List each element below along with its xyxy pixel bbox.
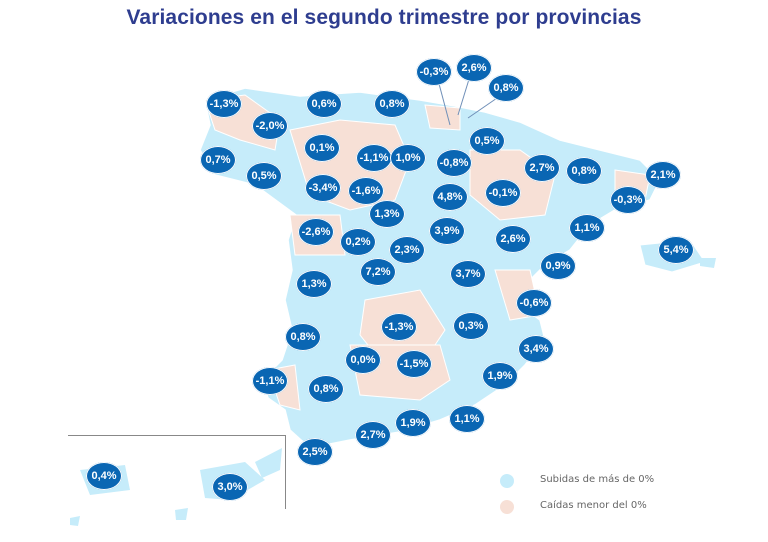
callout-line-3 xyxy=(467,95,501,119)
province-variation-badge: 1,1% xyxy=(569,214,605,242)
province-variation-badge: 0,4% xyxy=(86,462,122,490)
province-variation-badge: 2,3% xyxy=(389,236,425,264)
province-variation-badge: 2,6% xyxy=(456,54,492,82)
province-variation-badge: -0,1% xyxy=(485,179,521,207)
legend-swatch-fall xyxy=(500,500,514,514)
province-variation-badge: 0,3% xyxy=(453,312,489,340)
province-variation-badge: 3,4% xyxy=(518,335,554,363)
province-variation-badge: 7,2% xyxy=(360,258,396,286)
province-variation-badge: 1,1% xyxy=(449,405,485,433)
province-variation-badge: 0,8% xyxy=(285,323,321,351)
legend-label-fall: Caídas menor del 0% xyxy=(540,500,647,511)
province-variation-badge: 0,6% xyxy=(306,90,342,118)
province-variation-badge: 5,4% xyxy=(658,236,694,264)
province-variation-badge: 0,7% xyxy=(200,146,236,174)
province-variation-badge: 0,9% xyxy=(540,252,576,280)
province-variation-badge: 4,8% xyxy=(432,183,468,211)
legend-label-rise: Subidas de más de 0% xyxy=(540,474,655,485)
province-variation-badge: -0,3% xyxy=(610,186,646,214)
province-variation-badge: 0,8% xyxy=(308,375,344,403)
legend-swatch-rise xyxy=(500,474,514,488)
callout-line-2 xyxy=(457,75,471,116)
province-variation-badge: -1,1% xyxy=(356,144,392,172)
province-variation-badge: 2,7% xyxy=(355,421,391,449)
province-variation-badge: 0,1% xyxy=(304,134,340,162)
province-variation-badge: 2,5% xyxy=(297,438,333,466)
callout-line-1 xyxy=(437,79,451,126)
province-variation-badge: -1,3% xyxy=(206,90,242,118)
province-variation-badge: 1,9% xyxy=(482,362,518,390)
canary-islands-fuerteventura xyxy=(255,448,282,478)
province-variation-badge: 3,7% xyxy=(450,260,486,288)
canary-islands-frame xyxy=(68,435,286,509)
province-variation-badge: 0,2% xyxy=(340,228,376,256)
province-variation-badge: 0,8% xyxy=(488,74,524,102)
province-variation-badge: 3,0% xyxy=(212,473,248,501)
province-variation-badge: 2,6% xyxy=(495,225,531,253)
province-variation-badge: 1,9% xyxy=(395,409,431,437)
province-variation-badge: 0,5% xyxy=(469,127,505,155)
province-variation-badge: -0,6% xyxy=(516,289,552,317)
province-variation-badge: 2,7% xyxy=(524,154,560,182)
province-variation-badge: 2,1% xyxy=(645,161,681,189)
province-variation-badge: 0,5% xyxy=(246,162,282,190)
province-variation-badge: 0,0% xyxy=(345,346,381,374)
canary-islands-hierro xyxy=(70,516,80,526)
province-variation-badge: 1,3% xyxy=(369,200,405,228)
province-variation-badge: -2,0% xyxy=(252,112,288,140)
province-variation-badge: 1,0% xyxy=(390,144,426,172)
province-variation-badge: 0,8% xyxy=(566,157,602,185)
province-variation-badge: -1,6% xyxy=(348,177,384,205)
fall-region-navarra xyxy=(424,104,461,131)
province-variation-badge: 1,3% xyxy=(296,270,332,298)
map-title: Variaciones en el segundo trimestre por … xyxy=(126,6,642,29)
menorca xyxy=(700,258,716,268)
province-variation-badge: -1,3% xyxy=(381,313,417,341)
province-variation-badge: -1,5% xyxy=(396,350,432,378)
province-variation-badge: 0,8% xyxy=(374,90,410,118)
province-variation-badge: -1,1% xyxy=(252,367,288,395)
province-variation-badge: -0,8% xyxy=(436,149,472,177)
province-variation-badge: 3,9% xyxy=(429,217,465,245)
province-variation-badge: -2,6% xyxy=(298,218,334,246)
province-variation-badge: -3,4% xyxy=(305,174,341,202)
province-variation-badge: -0,3% xyxy=(416,58,452,86)
canary-islands-gomera xyxy=(175,508,188,520)
